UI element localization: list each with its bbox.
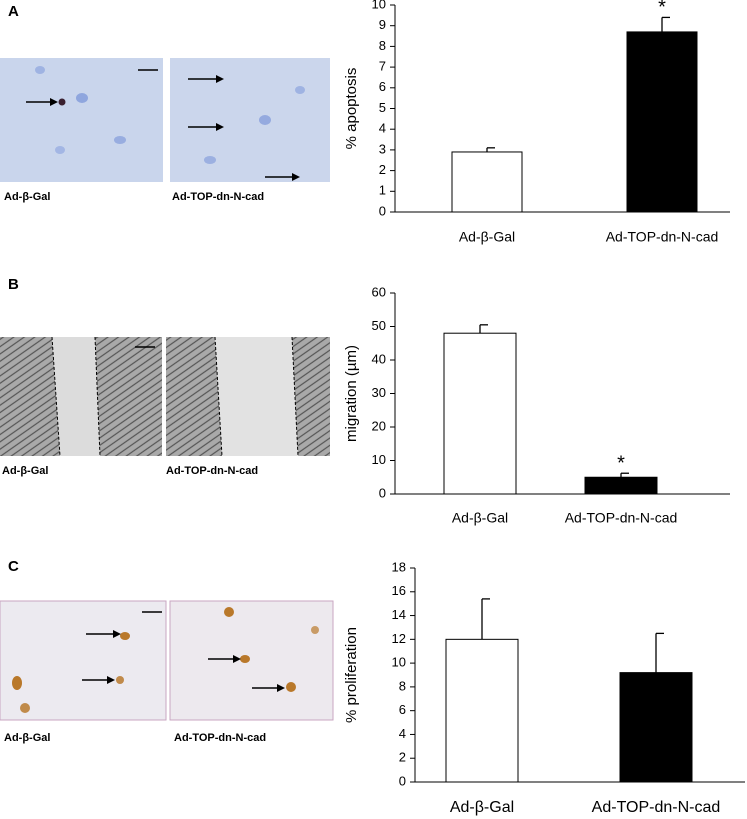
y-tick-label: 0 xyxy=(379,485,386,500)
y-tick-label: 4 xyxy=(379,121,386,136)
y-tick-label: 12 xyxy=(392,631,406,646)
y-tick-label: 14 xyxy=(392,607,406,622)
error-bar xyxy=(479,324,488,334)
significance-mark: * xyxy=(617,453,625,475)
y-tick-label: 1 xyxy=(379,183,386,198)
panel-label: A xyxy=(8,3,19,20)
image-caption: Ad-β-Gal xyxy=(4,191,50,203)
bar xyxy=(445,638,519,783)
bar xyxy=(626,31,698,213)
y-tick-label: 18 xyxy=(392,559,406,574)
panel-label: B xyxy=(8,276,19,293)
panel-label: C xyxy=(8,558,19,575)
error-bar xyxy=(655,632,664,673)
micrograph xyxy=(0,600,334,721)
y-tick-label: 6 xyxy=(379,79,386,94)
bar xyxy=(619,672,693,783)
y-tick-label: 0 xyxy=(399,773,406,788)
y-tick-label: 9 xyxy=(379,17,386,32)
bar xyxy=(584,476,658,495)
y-tick-label: 16 xyxy=(392,583,406,598)
y-axis-title: % proliferation xyxy=(343,627,360,723)
y-tick-label: 8 xyxy=(379,38,386,53)
micrograph xyxy=(0,336,330,457)
x-tick-label: Ad-TOP-dn-N-cad xyxy=(592,799,721,816)
error-bar xyxy=(661,16,670,32)
y-tick-label: 7 xyxy=(379,59,386,74)
y-tick-label: 3 xyxy=(379,141,386,156)
bar xyxy=(451,151,523,213)
x-tick-label: Ad-TOP-dn-N-cad xyxy=(606,229,719,245)
y-tick-label: 2 xyxy=(399,750,406,765)
y-tick-label: 60 xyxy=(372,284,386,299)
y-tick-label: 20 xyxy=(372,418,386,433)
x-tick-label: Ad-β-Gal xyxy=(459,229,515,245)
micrograph xyxy=(0,58,330,182)
y-tick-label: 5 xyxy=(379,100,386,115)
image-caption: Ad-TOP-dn-N-cad xyxy=(174,732,266,744)
y-tick-label: 10 xyxy=(372,0,386,11)
y-tick-label: 50 xyxy=(372,318,386,333)
y-tick-label: 6 xyxy=(399,702,406,717)
error-bar xyxy=(486,147,495,152)
error-bar xyxy=(620,472,629,478)
y-tick-label: 40 xyxy=(372,351,386,366)
y-tick-label: 0 xyxy=(379,203,386,218)
x-tick-label: Ad-β-Gal xyxy=(452,510,508,526)
y-tick-label: 4 xyxy=(399,726,406,741)
y-axis-title: migration (µm) xyxy=(343,345,360,442)
y-axis-title: % apoptosis xyxy=(343,68,360,150)
x-tick-label: Ad-β-Gal xyxy=(450,799,514,816)
error-bar xyxy=(481,598,490,640)
y-tick-label: 10 xyxy=(392,655,406,670)
image-caption: Ad-TOP-dn-N-cad xyxy=(166,465,258,477)
y-tick-label: 10 xyxy=(372,452,386,467)
y-tick-label: 2 xyxy=(379,162,386,177)
x-tick-label: Ad-TOP-dn-N-cad xyxy=(565,510,678,526)
y-tick-label: 30 xyxy=(372,385,386,400)
image-caption: Ad-β-Gal xyxy=(2,465,48,477)
image-caption: Ad-β-Gal xyxy=(4,732,50,744)
y-tick-label: 8 xyxy=(399,678,406,693)
image-caption: Ad-TOP-dn-N-cad xyxy=(172,191,264,203)
bar xyxy=(443,332,517,495)
significance-mark: * xyxy=(658,0,666,19)
